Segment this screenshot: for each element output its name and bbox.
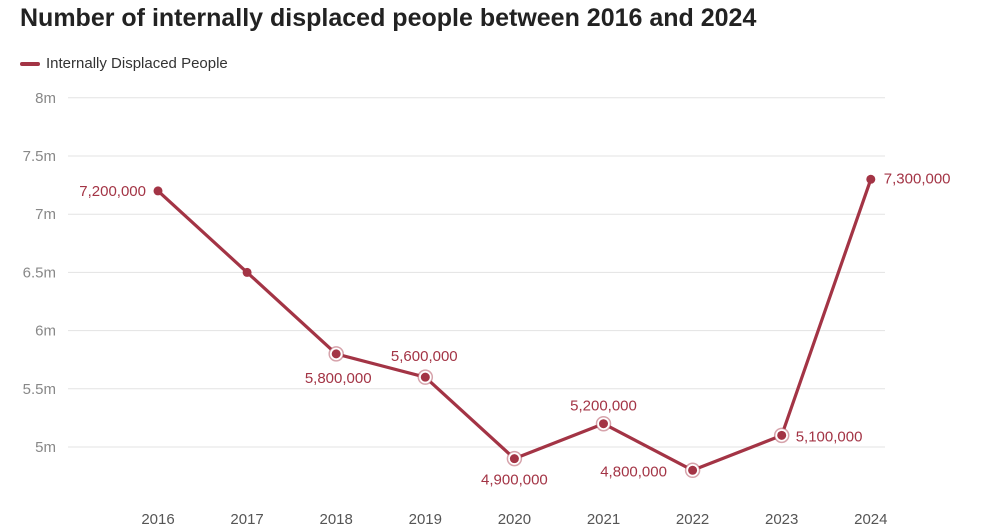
data-point — [331, 349, 341, 359]
y-tick-label: 8m — [35, 90, 56, 107]
data-point — [866, 174, 876, 184]
data-label: 5,100,000 — [796, 428, 863, 445]
data-point — [688, 465, 698, 475]
x-tick-label: 2021 — [587, 511, 620, 525]
x-tick-label: 2022 — [676, 511, 709, 525]
y-tick-label: 5m — [35, 439, 56, 456]
data-point — [242, 267, 252, 277]
x-tick-label: 2020 — [498, 511, 531, 525]
data-point — [509, 454, 519, 464]
x-tick-label: 2017 — [230, 511, 263, 525]
legend: Internally Displaced People — [20, 55, 228, 72]
data-point — [599, 419, 608, 429]
y-tick-label: 6m — [35, 323, 56, 340]
data-label: 5,600,000 — [391, 348, 458, 365]
legend-swatch — [20, 61, 40, 66]
series-line — [156, 177, 873, 472]
legend-label: Internally Displaced People — [46, 55, 228, 72]
data-label: 4,800,000 — [600, 463, 667, 480]
x-tick-label: 2018 — [320, 511, 353, 525]
x-tick-label: 2019 — [409, 511, 442, 525]
data-label: 7,300,000 — [884, 170, 951, 187]
data-label: 7,200,000 — [79, 183, 146, 200]
y-tick-label: 7.5m — [23, 148, 56, 165]
data-label: 4,900,000 — [481, 472, 548, 489]
y-tick-label: 7m — [35, 206, 56, 223]
data-label: 5,200,000 — [570, 398, 637, 415]
x-tick-label: 2023 — [765, 511, 798, 525]
chart-title: Number of internally displaced people be… — [20, 4, 757, 32]
y-tick-label: 5.5m — [23, 381, 56, 398]
data-point — [153, 186, 163, 196]
data-label: 5,800,000 — [305, 370, 372, 387]
data-point — [420, 372, 430, 382]
y-tick-label: 6.5m — [23, 264, 56, 281]
x-tick-label: 2024 — [854, 511, 887, 525]
x-tick-label: 2016 — [141, 511, 174, 525]
data-point — [777, 430, 787, 440]
